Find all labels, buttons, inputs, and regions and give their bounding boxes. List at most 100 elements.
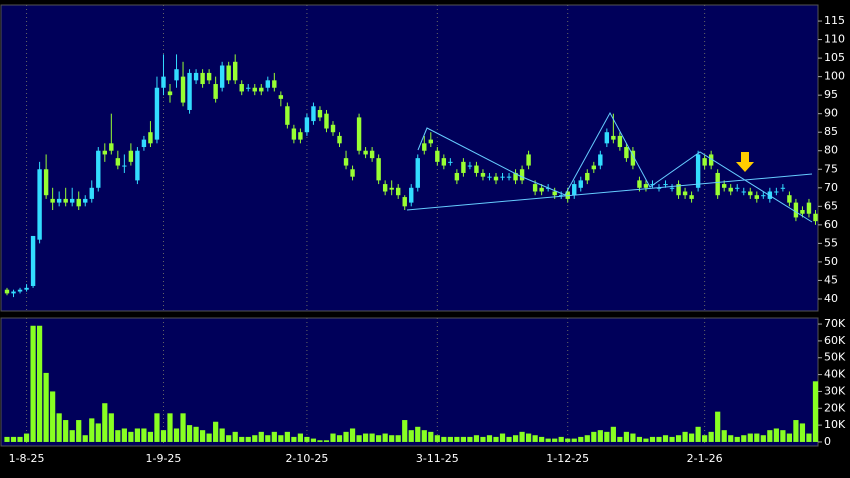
- candle-body: [487, 176, 492, 178]
- volume-bar: [780, 430, 786, 442]
- volume-bar: [226, 435, 232, 442]
- volume-bar: [675, 435, 682, 442]
- volume-bar: [447, 436, 453, 442]
- candle-body: [128, 150, 134, 162]
- y-tick-label: 60K: [824, 334, 846, 347]
- candle-body: [500, 176, 505, 178]
- candle-body: [643, 184, 649, 188]
- y-tick-label: 0: [824, 435, 831, 448]
- volume-bar: [649, 436, 656, 442]
- volume-bar: [356, 435, 362, 442]
- volume-bar: [258, 431, 264, 442]
- volume-bar: [604, 431, 610, 442]
- candle-body: [539, 187, 544, 192]
- volume-bar: [200, 430, 206, 442]
- volume-bar: [773, 428, 779, 442]
- y-tick-label: 100: [824, 70, 845, 83]
- candle-body: [800, 210, 805, 214]
- volume-bar: [682, 431, 688, 442]
- y-tick-label: 115: [824, 14, 845, 27]
- candle-body: [246, 87, 251, 89]
- candle-body: [689, 195, 694, 199]
- candle-body: [559, 195, 564, 197]
- candle-body: [708, 154, 714, 166]
- volume-bar: [82, 435, 88, 442]
- candle-body: [50, 198, 55, 203]
- volume-bar: [662, 435, 669, 442]
- y-tick-label: 40: [824, 292, 838, 305]
- volume-bar: [558, 436, 564, 442]
- volume-bar: [741, 435, 747, 442]
- y-tick-label: 50K: [824, 351, 846, 364]
- candle-body: [272, 80, 277, 88]
- candle-body: [265, 80, 270, 88]
- volume-bar: [591, 431, 597, 442]
- candle-body: [206, 72, 212, 81]
- volume-bar: [454, 436, 460, 442]
- candle-body: [213, 84, 218, 99]
- volume-bar: [173, 428, 180, 442]
- candle-body: [663, 184, 668, 186]
- volume-bar: [669, 436, 675, 442]
- candle-body: [83, 198, 88, 203]
- candle-body: [122, 165, 127, 167]
- candle-body: [585, 172, 590, 181]
- candle-body: [167, 91, 173, 96]
- volume-bar: [656, 436, 662, 442]
- volume-bar: [317, 440, 323, 442]
- y-tick-label: 80: [824, 144, 838, 157]
- candle-body: [317, 109, 323, 118]
- y-tick-label: 45: [824, 273, 838, 286]
- candle-body: [513, 172, 518, 181]
- y-tick-label: 20K: [824, 401, 846, 414]
- volume-bar: [134, 428, 140, 442]
- candle-body: [311, 106, 316, 122]
- volume-bar: [37, 325, 43, 442]
- pattern-line: [417, 111, 813, 223]
- volume-bar: [571, 438, 577, 442]
- candle-body: [239, 84, 244, 92]
- volume-bar: [323, 440, 330, 442]
- volume-bar: [512, 435, 519, 442]
- volume-bar: [160, 430, 167, 442]
- volume-bar: [428, 431, 434, 442]
- candle-body: [578, 180, 583, 188]
- volume-bar: [636, 436, 643, 442]
- volume-bar: [506, 436, 512, 442]
- volume-bar: [812, 381, 819, 442]
- volume-bar: [102, 403, 108, 442]
- candle-body: [135, 150, 140, 181]
- candle-body: [350, 169, 355, 177]
- volume-bar: [76, 420, 82, 442]
- volume-bar: [382, 433, 388, 442]
- volume-bar: [395, 435, 401, 442]
- candle-body: [441, 158, 447, 166]
- volume-bar: [499, 433, 506, 442]
- candle-body: [474, 165, 479, 173]
- candle-body: [604, 132, 610, 144]
- candle-body: [330, 124, 336, 133]
- volume-bar: [89, 418, 95, 442]
- candle-body: [617, 135, 623, 148]
- y-tick-label: 105: [824, 51, 845, 64]
- volume-bar: [467, 436, 473, 442]
- volume-bar: [69, 430, 75, 442]
- candle-body: [396, 187, 401, 196]
- volume-bar: [252, 435, 258, 442]
- volume-bar: [271, 431, 277, 442]
- candle-body: [741, 191, 746, 193]
- volume-bar: [519, 431, 525, 442]
- volume-bar: [786, 433, 792, 442]
- volume-bar: [532, 435, 538, 442]
- volume-bar: [702, 435, 708, 442]
- volume-bar: [330, 433, 336, 442]
- y-tick-label: 60: [824, 218, 838, 231]
- candle-body: [461, 161, 466, 173]
- candle-body: [806, 202, 812, 214]
- volume-bar: [695, 426, 701, 442]
- volume-bar: [95, 423, 101, 442]
- y-tick-label: 70K: [824, 317, 846, 330]
- volume-bar: [799, 423, 806, 442]
- y-tick-label: 75: [824, 162, 838, 175]
